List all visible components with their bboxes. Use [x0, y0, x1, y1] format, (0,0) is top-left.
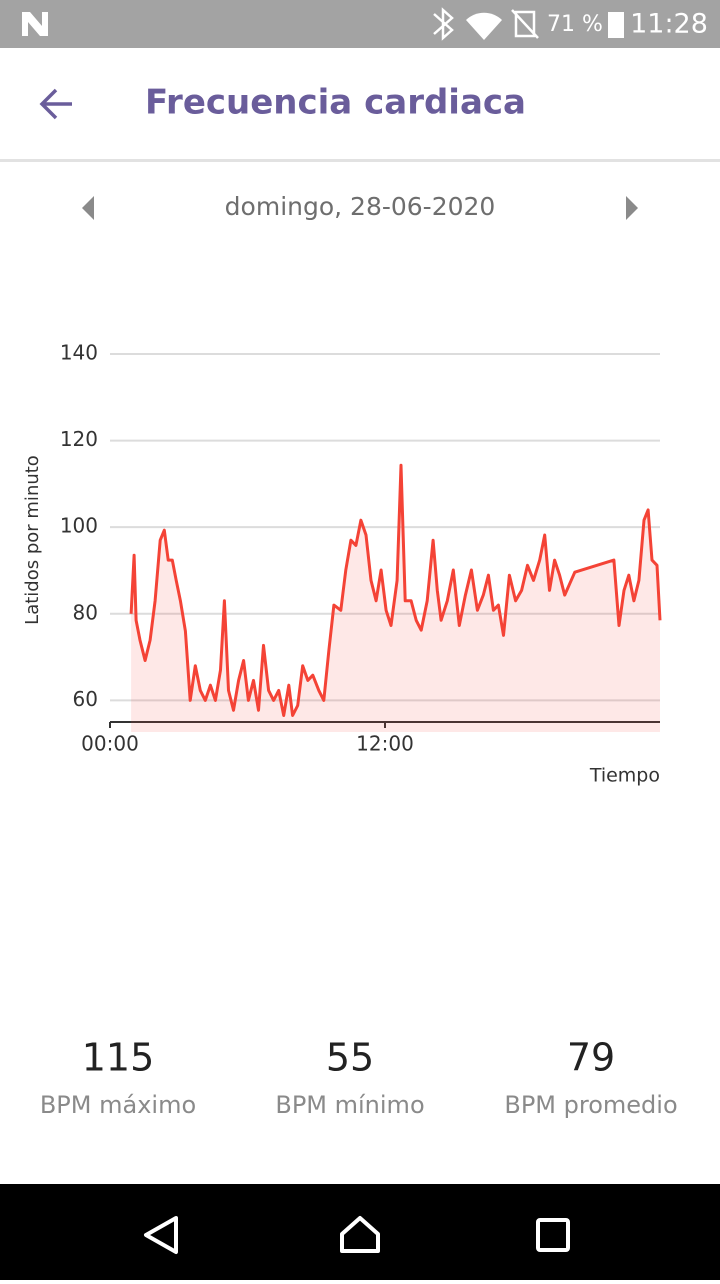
stat-label: BPM máximo	[40, 1091, 196, 1119]
signal-icon	[511, 9, 539, 39]
y-axis-label: Latidos por minuto	[22, 455, 43, 625]
stats: 115 BPM máximo 55 BPM mínimo 79 BPM prom…	[40, 1036, 678, 1120]
x-tick-label: 00:00	[81, 732, 139, 756]
stat-label: BPM promedio	[504, 1091, 677, 1119]
battery-percent: 71 %	[547, 12, 603, 37]
y-tick-label: 140	[60, 341, 98, 365]
app-bar-shadow	[0, 159, 720, 162]
previous-day[interactable]	[82, 196, 94, 220]
clock: 11:28	[630, 9, 708, 40]
next-day[interactable]	[626, 196, 638, 220]
nav-bar	[0, 1184, 720, 1280]
page-title: Frecuencia cardiaca	[145, 83, 526, 123]
wifi-icon	[466, 12, 502, 40]
stat-value: 79	[567, 1036, 615, 1080]
stat-value: 115	[82, 1036, 155, 1080]
line	[129, 463, 662, 717]
y-tick-label: 80	[73, 600, 98, 624]
x-axis-label: Tiempo	[589, 765, 660, 787]
x-tick-label: 12:00	[356, 732, 414, 756]
y-tick-label: 100	[60, 514, 98, 538]
nav-recents[interactable]	[536, 1218, 570, 1252]
stat-value: 55	[326, 1036, 374, 1080]
stat-label: BPM mínimo	[275, 1091, 424, 1119]
nav-home[interactable]	[340, 1216, 380, 1253]
back-button[interactable]	[39, 88, 72, 120]
chart: Latidos por minuto Tiempo 60 80 100 120 140 0…	[22, 341, 662, 787]
date-label: domingo, 28-06-2020	[225, 192, 496, 221]
y-tick-label: 60	[73, 687, 98, 711]
nav-back[interactable]	[144, 1216, 178, 1254]
notification-icon	[22, 12, 48, 36]
y-tick-label: 120	[60, 427, 98, 451]
bluetooth-icon	[433, 7, 454, 41]
status-bar	[0, 0, 720, 48]
battery-icon	[608, 12, 624, 38]
app-bar	[0, 48, 720, 160]
